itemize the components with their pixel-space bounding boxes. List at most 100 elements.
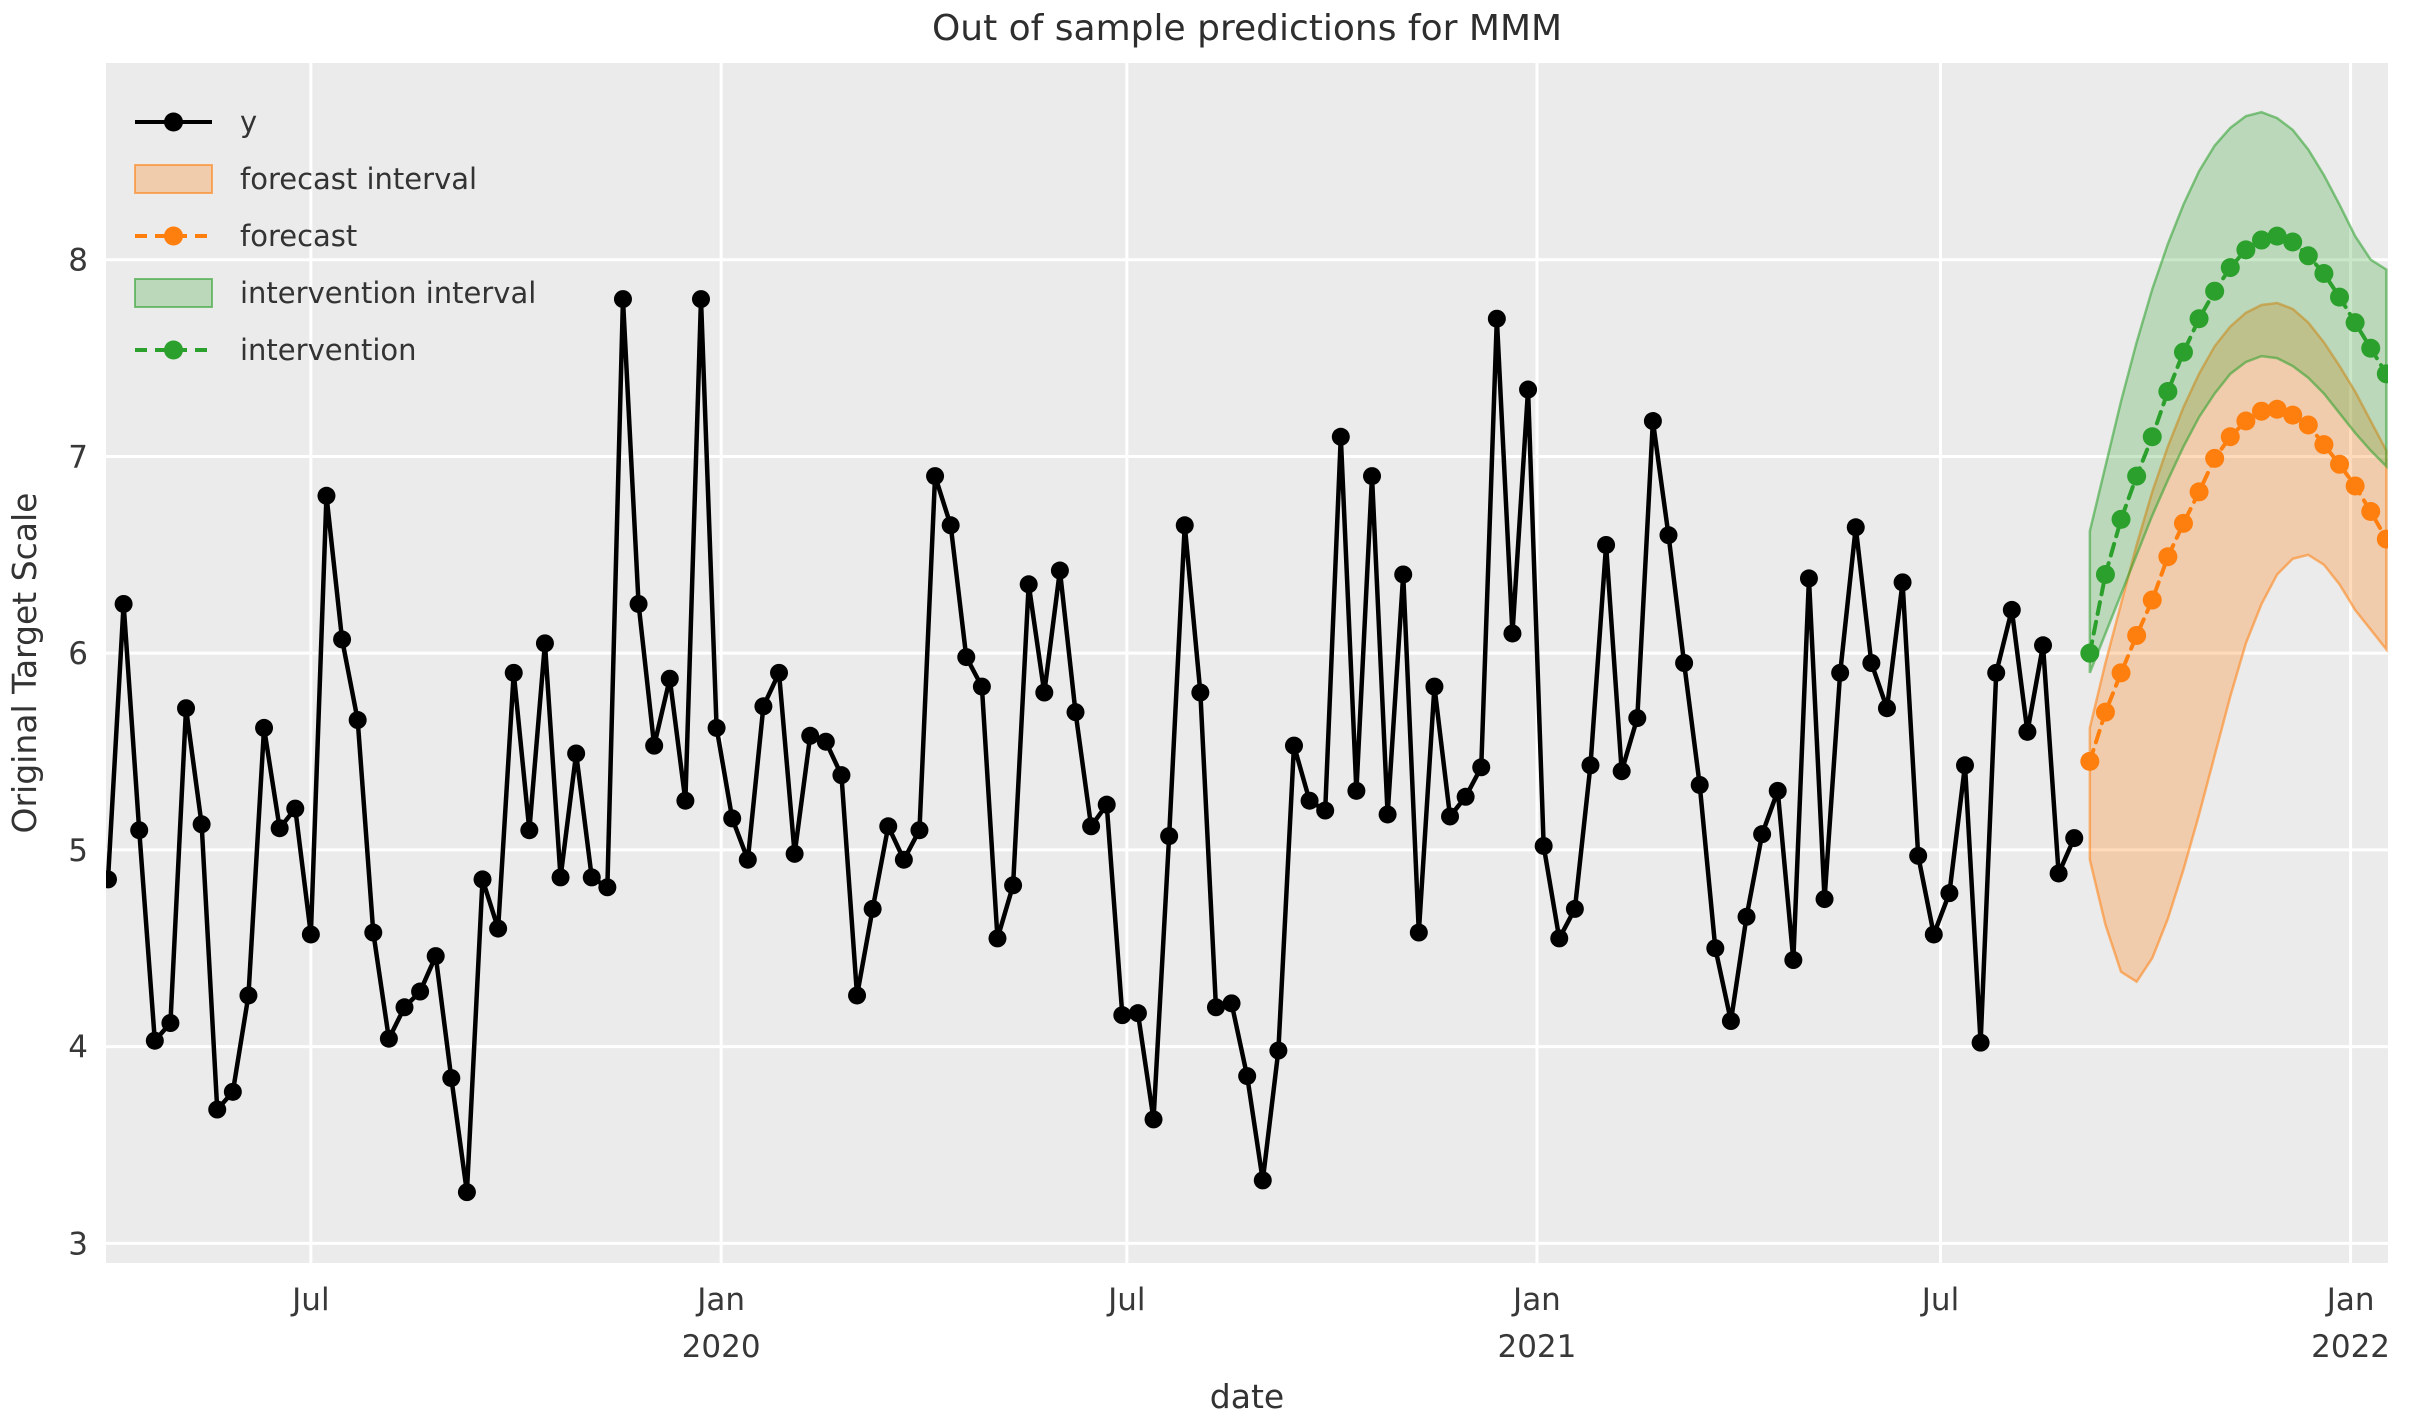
- y-point: [848, 986, 867, 1005]
- y-point: [629, 594, 648, 613]
- y-point: [442, 1069, 461, 1088]
- forecast-point: [2173, 513, 2193, 533]
- data-series: [106, 226, 2388, 1202]
- y-point: [1940, 884, 1959, 903]
- y-point: [1175, 516, 1194, 535]
- intervention-point: [2283, 232, 2303, 252]
- y-point: [208, 1100, 227, 1119]
- y-point: [1768, 781, 1787, 800]
- y-point: [879, 817, 898, 836]
- y-point: [1378, 805, 1397, 824]
- y-point: [145, 1031, 164, 1050]
- y-point: [645, 736, 664, 755]
- y-point: [1487, 309, 1506, 328]
- y-point: [863, 899, 882, 918]
- y-point: [1612, 762, 1631, 781]
- y-point: [613, 290, 632, 309]
- y-point: [1534, 836, 1553, 855]
- y-point: [1019, 575, 1038, 594]
- y-point: [1643, 412, 1662, 431]
- intervention-point: [2251, 230, 2271, 250]
- y-point: [801, 726, 820, 745]
- y-point: [1128, 1004, 1147, 1023]
- legend-item: forecast interval: [134, 162, 477, 196]
- y-point: [223, 1082, 242, 1101]
- y-point: [1363, 467, 1382, 486]
- y-point: [1160, 827, 1179, 846]
- y-point: [1846, 518, 1865, 537]
- y-point: [333, 630, 352, 649]
- y-point: [161, 1014, 180, 1032]
- forecast-point: [2345, 476, 2365, 496]
- y-point: [1425, 677, 1444, 696]
- y-point: [1893, 573, 1912, 592]
- legend-label: intervention interval: [240, 276, 536, 310]
- y-point: [894, 850, 913, 869]
- y-point: [738, 850, 757, 869]
- intervention-point: [2361, 338, 2381, 358]
- x-tick-year-label: 2022: [2311, 1329, 2390, 1365]
- y-tick-label: 3: [68, 1226, 88, 1262]
- y-point: [1066, 703, 1085, 722]
- x-tick-label: Jan: [695, 1282, 745, 1318]
- y-point: [1316, 801, 1335, 820]
- y-point: [660, 669, 679, 688]
- forecast-point: [2189, 482, 2209, 502]
- intervention-point: [2111, 509, 2131, 529]
- forecast-point: [2236, 411, 2256, 431]
- y-point: [1784, 951, 1803, 970]
- chart-title: Out of sample predictions for MMM: [932, 8, 1562, 49]
- y-point: [1690, 775, 1709, 794]
- y-point: [2002, 600, 2021, 619]
- y-point: [114, 594, 133, 613]
- y-point: [1409, 923, 1428, 942]
- legend-marker: [164, 112, 183, 132]
- forecast-point: [2283, 405, 2303, 425]
- forecast-point: [2267, 399, 2287, 419]
- y-point: [1737, 907, 1756, 926]
- y-point: [1082, 817, 1101, 836]
- y-point: [1472, 758, 1491, 777]
- y-point: [1284, 736, 1303, 755]
- legend-item: y: [135, 105, 257, 139]
- y-point: [1924, 925, 1943, 944]
- y-point: [457, 1183, 476, 1202]
- forecast-point: [2220, 427, 2240, 447]
- forecast-point: [2127, 625, 2147, 645]
- intervention-point: [2330, 287, 2350, 307]
- y-point: [1815, 890, 1834, 909]
- legend-item: forecast: [135, 219, 357, 253]
- y-point: [1503, 624, 1522, 643]
- y-point: [130, 821, 149, 840]
- forecast-point: [2142, 590, 2162, 610]
- y-point: [1113, 1006, 1132, 1025]
- intervention-point: [2173, 342, 2193, 362]
- forecast-point: [2111, 663, 2131, 683]
- forecast-point: [2251, 401, 2271, 421]
- y-point: [301, 925, 320, 944]
- y-point: [504, 663, 523, 682]
- y-point: [192, 815, 211, 834]
- y-point: [598, 878, 617, 897]
- y-point: [2018, 722, 2037, 741]
- y-point: [106, 870, 117, 889]
- y-tick-label: 8: [68, 243, 88, 279]
- intervention-point: [2205, 281, 2225, 301]
- y-point: [535, 634, 554, 653]
- y-point: [239, 986, 258, 1005]
- y-point: [582, 868, 601, 887]
- intervention-point: [2267, 226, 2287, 246]
- forecast-point: [2361, 502, 2381, 522]
- y-point: [317, 486, 336, 505]
- intervention-point: [2376, 364, 2388, 384]
- y-point: [957, 648, 976, 667]
- y-point: [2065, 829, 2084, 848]
- y-point: [1955, 756, 1974, 775]
- y-point: [707, 718, 726, 737]
- y-point: [1550, 929, 1569, 948]
- legend-label: y: [240, 105, 257, 139]
- y-point: [1987, 663, 2006, 682]
- y-point: [2034, 636, 2053, 655]
- y-tick-label: 5: [68, 833, 88, 869]
